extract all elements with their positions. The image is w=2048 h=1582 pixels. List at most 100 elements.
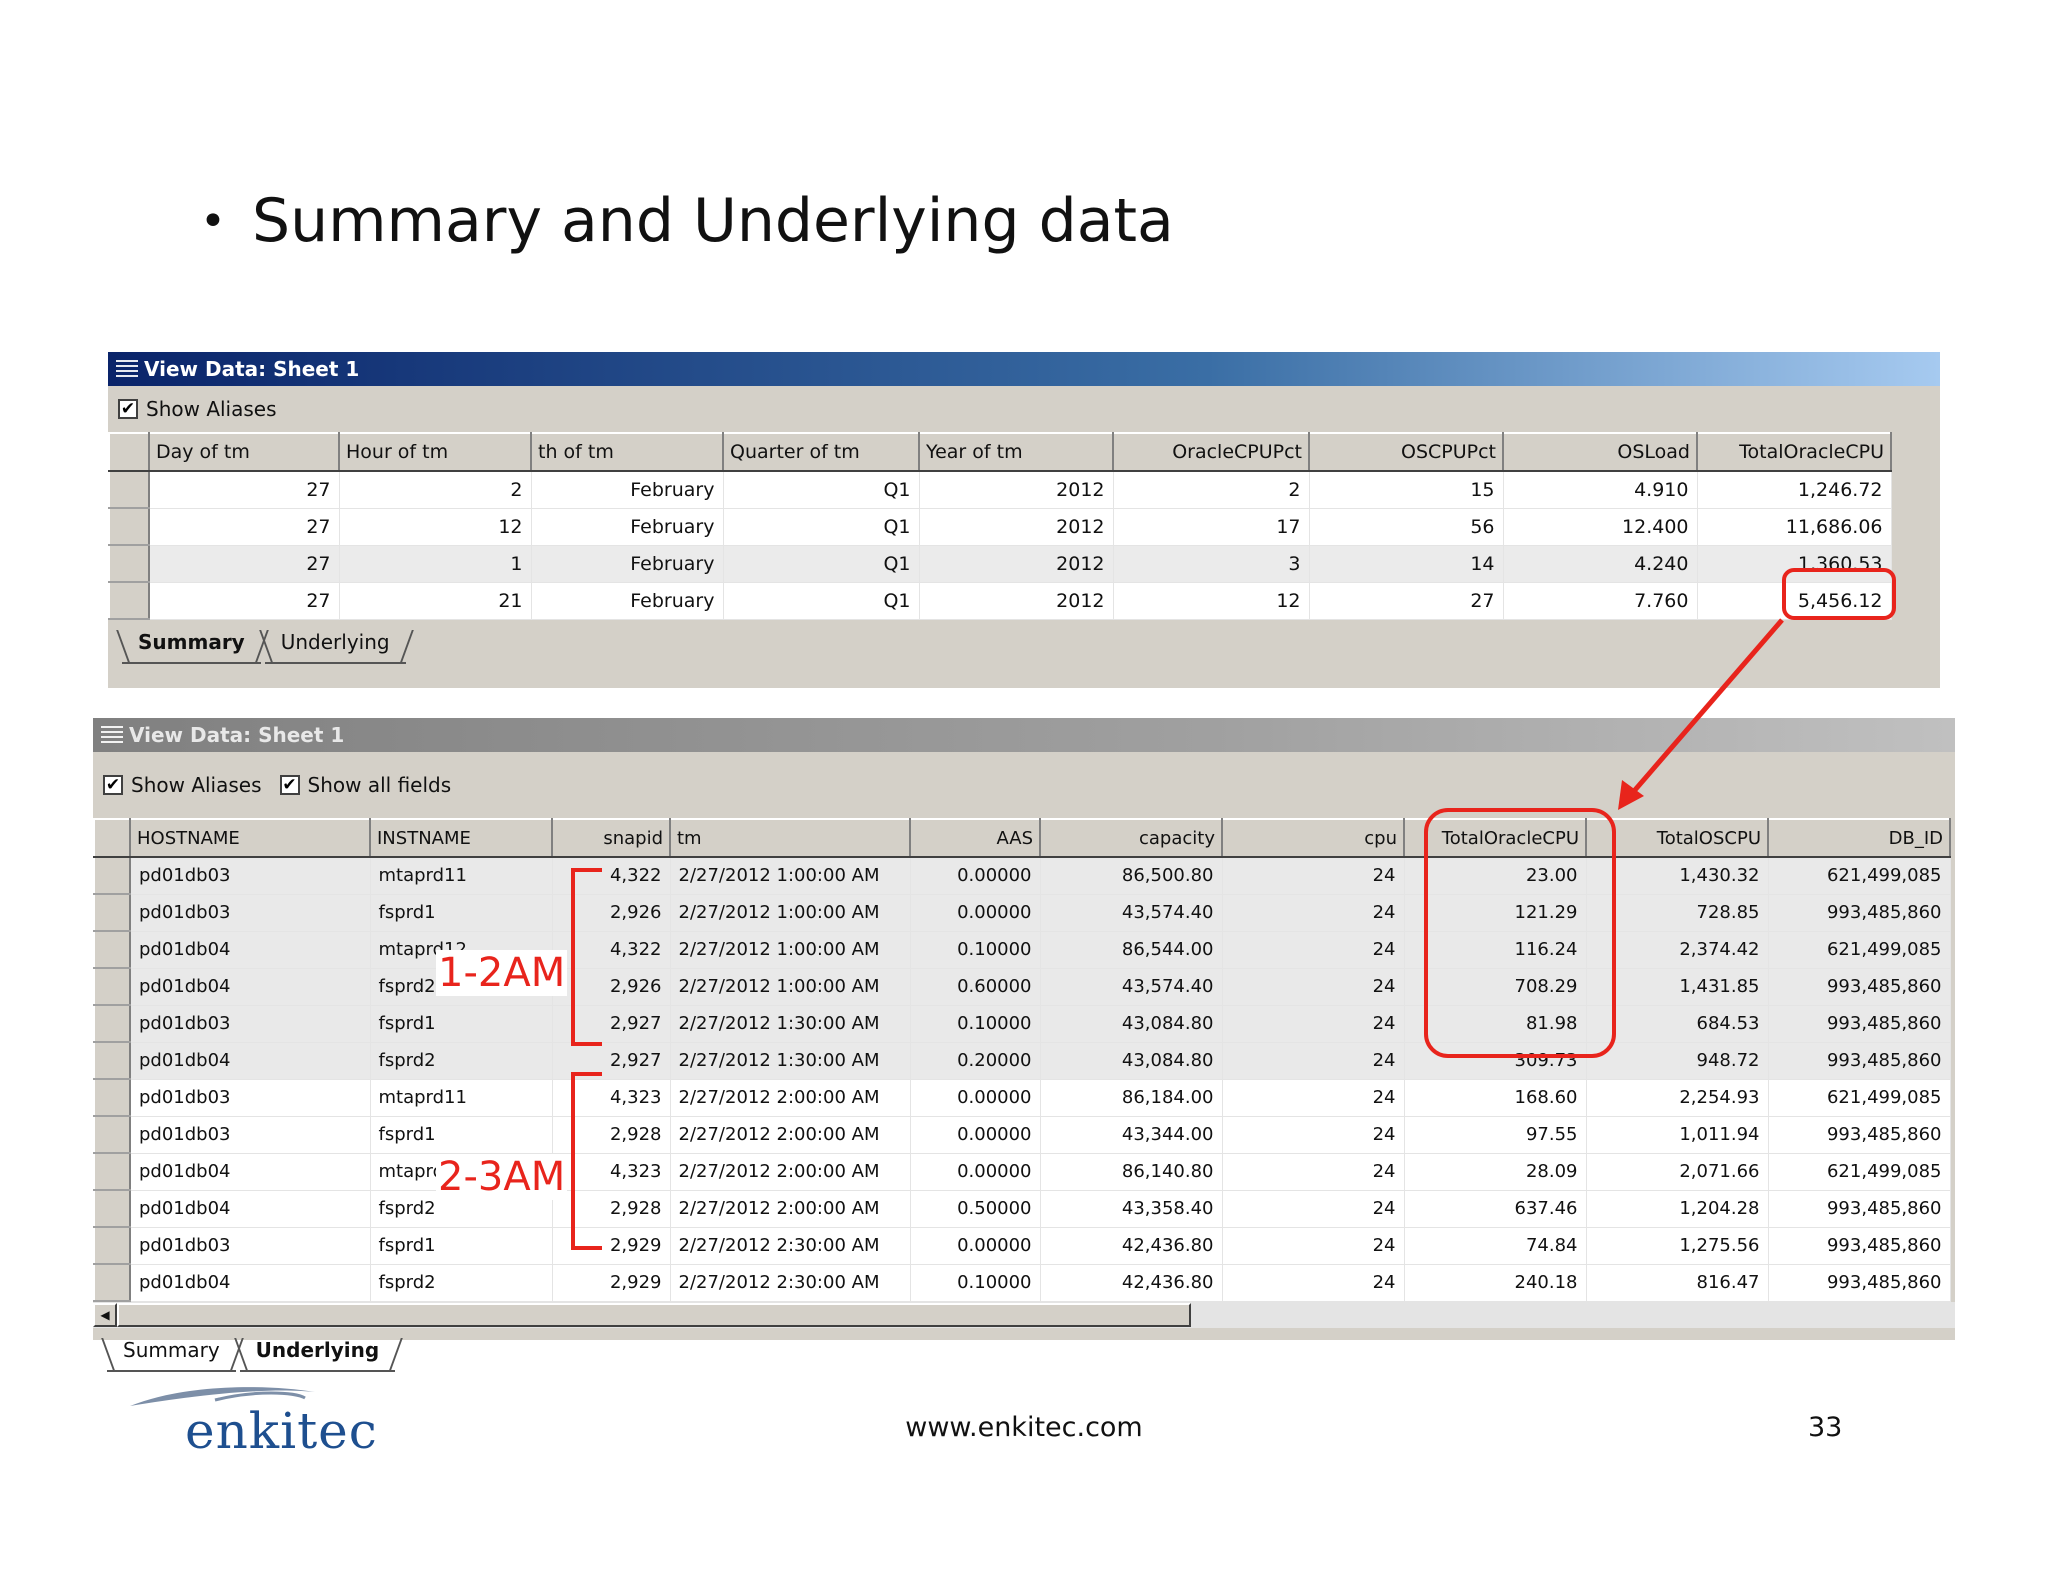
table-cell[interactable]: 27: [1309, 582, 1504, 620]
table-cell[interactable]: 24: [1222, 1042, 1405, 1080]
table-cell[interactable]: 2: [339, 471, 532, 509]
table-cell[interactable]: 2/27/2012 2:00:00 AM: [670, 1116, 911, 1154]
column-header[interactable]: Day of tm: [148, 432, 340, 472]
table-cell[interactable]: 4.910: [1503, 471, 1698, 509]
table-cell[interactable]: 2: [1113, 471, 1310, 509]
table-cell[interactable]: 43,574.40: [1040, 894, 1223, 932]
table-cell[interactable]: 97.55: [1404, 1116, 1587, 1154]
table-cell[interactable]: 993,485,860: [1768, 1264, 1951, 1302]
table-cell[interactable]: 0.00000: [910, 894, 1041, 932]
table-cell[interactable]: 81.98: [1404, 1005, 1587, 1043]
table-cell[interactable]: pd01db04: [130, 1264, 371, 1302]
show-aliases-checkbox[interactable]: ✔ Show Aliases: [103, 773, 262, 797]
table-cell[interactable]: pd01db03: [130, 857, 371, 895]
column-header[interactable]: HOSTNAME: [129, 818, 371, 858]
table-cell[interactable]: 121.29: [1404, 894, 1587, 932]
table-cell[interactable]: 1,011.94: [1586, 1116, 1769, 1154]
table-cell[interactable]: 993,485,860: [1768, 968, 1951, 1006]
table-cell[interactable]: 1,246.72: [1697, 471, 1892, 509]
table-row[interactable]: 27 2 February Q1 2012 2 15 4.910 1,246.72: [108, 471, 1892, 509]
table-cell[interactable]: pd01db03: [130, 894, 371, 932]
column-header[interactable]: th of tm: [530, 432, 724, 472]
table-cell[interactable]: February: [531, 545, 724, 583]
table-cell[interactable]: 621,499,085: [1768, 1153, 1951, 1191]
column-header[interactable]: capacity: [1039, 818, 1223, 858]
table-cell[interactable]: Q1: [723, 508, 920, 546]
table-row[interactable]: 27 21 February Q1 2012 12 27 7.760 5,456.12: [108, 582, 1892, 620]
table-cell[interactable]: 621,499,085: [1768, 857, 1951, 895]
table-cell[interactable]: February: [531, 582, 724, 620]
table-cell[interactable]: 993,485,860: [1768, 1227, 1951, 1265]
table-cell[interactable]: 2012: [919, 471, 1114, 509]
table-cell[interactable]: 2/27/2012 1:30:00 AM: [670, 1005, 911, 1043]
table-cell[interactable]: 240.18: [1404, 1264, 1587, 1302]
tab-summary[interactable]: Summary: [107, 1334, 236, 1372]
table-cell[interactable]: 2/27/2012 1:00:00 AM: [670, 931, 911, 969]
table-cell[interactable]: 993,485,860: [1768, 1190, 1951, 1228]
table-cell[interactable]: 27: [149, 545, 340, 583]
table-cell[interactable]: 11,686.06: [1697, 508, 1892, 546]
table-cell[interactable]: 86,544.00: [1040, 931, 1223, 969]
tab-underlying[interactable]: Underlying: [239, 1334, 396, 1372]
row-header[interactable]: [93, 894, 131, 932]
table-cell[interactable]: 2/27/2012 2:00:00 AM: [670, 1079, 911, 1117]
table-cell[interactable]: February: [531, 471, 724, 509]
table-cell[interactable]: 1,275.56: [1586, 1227, 1769, 1265]
table-cell[interactable]: 15: [1309, 471, 1504, 509]
table-cell[interactable]: 86,500.80: [1040, 857, 1223, 895]
table-cell[interactable]: 3: [1113, 545, 1310, 583]
table-row[interactable]: pd01db04 fsprd2 2,927 2/27/2012 1:30:00 AM 0…: [93, 1042, 1951, 1080]
table-cell[interactable]: pd01db04: [130, 968, 371, 1006]
table-cell[interactable]: 24: [1222, 1153, 1405, 1191]
table-cell[interactable]: 56: [1309, 508, 1504, 546]
table-cell[interactable]: fsprd1: [370, 1005, 553, 1043]
table-cell[interactable]: 27: [149, 471, 340, 509]
row-header[interactable]: [93, 857, 131, 895]
column-header[interactable]: OSLoad: [1502, 432, 1698, 472]
table-cell[interactable]: 2,374.42: [1586, 931, 1769, 969]
table-cell[interactable]: 24: [1222, 931, 1405, 969]
table-cell[interactable]: 0.00000: [910, 1079, 1041, 1117]
table-cell[interactable]: mtaprd11: [370, 1079, 553, 1117]
table-cell[interactable]: 2012: [919, 582, 1114, 620]
show-aliases-checkbox[interactable]: ✔ Show Aliases: [118, 397, 277, 421]
table-cell[interactable]: pd01db03: [130, 1079, 371, 1117]
table-row[interactable]: pd01db03 fsprd1 2,928 2/27/2012 2:00:00 AM 0…: [93, 1116, 1951, 1154]
table-row[interactable]: pd01db03 fsprd1 2,926 2/27/2012 1:00:00 AM 0…: [93, 894, 1951, 932]
table-cell[interactable]: 0.00000: [910, 1116, 1041, 1154]
column-header[interactable]: AAS: [909, 818, 1041, 858]
scrollbar-thumb[interactable]: [117, 1303, 1191, 1327]
row-header[interactable]: [93, 1153, 131, 1191]
table-cell[interactable]: fsprd2: [370, 1264, 553, 1302]
table-cell[interactable]: 24: [1222, 1116, 1405, 1154]
table-cell[interactable]: 23.00: [1404, 857, 1587, 895]
table-cell[interactable]: 12: [339, 508, 532, 546]
table-cell[interactable]: 2/27/2012 2:30:00 AM: [670, 1264, 911, 1302]
row-header[interactable]: [108, 471, 150, 509]
table-row[interactable]: 27 12 February Q1 2012 17 56 12.400 11,686.06: [108, 508, 1892, 546]
row-header[interactable]: [93, 1227, 131, 1265]
table-cell[interactable]: 43,084.80: [1040, 1042, 1223, 1080]
table-cell[interactable]: 116.24: [1404, 931, 1587, 969]
column-header[interactable]: tm: [669, 818, 911, 858]
row-header[interactable]: [93, 968, 131, 1006]
table-cell[interactable]: 2012: [919, 508, 1114, 546]
table-cell[interactable]: 2/27/2012 1:00:00 AM: [670, 857, 911, 895]
table-cell[interactable]: 621,499,085: [1768, 931, 1951, 969]
table-cell[interactable]: 1: [339, 545, 532, 583]
table-cell[interactable]: 12.400: [1503, 508, 1698, 546]
table-cell[interactable]: pd01db03: [130, 1116, 371, 1154]
table-cell[interactable]: 27: [149, 582, 340, 620]
column-header[interactable]: Hour of tm: [338, 432, 532, 472]
table-cell[interactable]: 0.50000: [910, 1190, 1041, 1228]
horizontal-scrollbar[interactable]: ◀: [93, 1302, 1955, 1328]
column-header[interactable]: cpu: [1221, 818, 1405, 858]
table-cell[interactable]: 0.00000: [910, 1153, 1041, 1191]
row-header[interactable]: [93, 1264, 131, 1302]
table-cell[interactable]: 993,485,860: [1768, 1042, 1951, 1080]
row-header[interactable]: [93, 1190, 131, 1228]
table-cell[interactable]: 28.09: [1404, 1153, 1587, 1191]
row-header[interactable]: [108, 508, 150, 546]
table-cell[interactable]: 0.00000: [910, 857, 1041, 895]
row-header[interactable]: [108, 582, 150, 620]
